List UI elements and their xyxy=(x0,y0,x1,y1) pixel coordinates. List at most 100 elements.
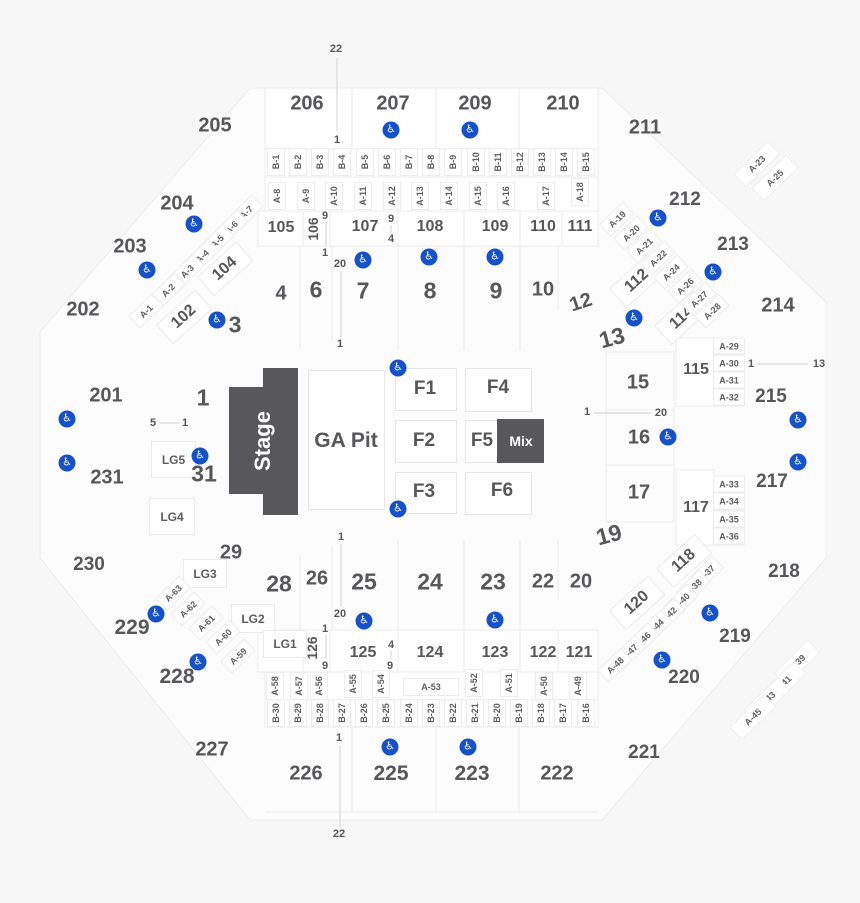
accessible-seating-icon[interactable]: ♿ xyxy=(138,261,156,279)
section-7-label[interactable]: 7 xyxy=(356,277,370,304)
section-201-label[interactable]: 201 xyxy=(89,384,123,407)
section-10-label[interactable]: 10 xyxy=(531,278,555,301)
section-211-label[interactable]: 211 xyxy=(628,116,662,139)
section-225-label[interactable]: 225 xyxy=(373,762,409,785)
ga-pit-label[interactable]: GA Pit xyxy=(314,429,378,452)
accessible-seating-icon[interactable]: ♿ xyxy=(382,121,400,139)
section-28-label[interactable]: 28 xyxy=(266,570,292,597)
section-6-label[interactable]: 6 xyxy=(309,276,323,303)
section-202-label[interactable]: 202 xyxy=(66,298,100,321)
section-117-label[interactable]: 117 xyxy=(683,499,709,516)
section-110-label[interactable]: 110 xyxy=(530,218,556,235)
accessible-seating-icon[interactable]: ♿ xyxy=(789,453,807,471)
accessible-seating-icon[interactable]: ♿ xyxy=(189,653,207,671)
lounge-lg4-label[interactable]: LG4 xyxy=(149,498,195,535)
section-227-label[interactable]: 227 xyxy=(195,738,229,761)
section-111-label[interactable]: 111 xyxy=(567,218,593,235)
accessible-seating-icon[interactable]: ♿ xyxy=(381,738,399,756)
floor-label-f6[interactable]: F6 xyxy=(490,480,514,501)
section-210-label[interactable]: 210 xyxy=(546,92,580,115)
section-24-label[interactable]: 24 xyxy=(417,568,443,595)
section-31-label[interactable]: 31 xyxy=(191,460,217,487)
accessible-seating-icon[interactable]: ♿ xyxy=(389,500,407,518)
section-209-label[interactable]: 209 xyxy=(458,92,492,115)
section-207-label[interactable]: 207 xyxy=(376,92,410,115)
section-215-label[interactable]: 215 xyxy=(755,386,787,407)
accessible-seating-icon[interactable]: ♿ xyxy=(354,251,372,269)
section-26-label[interactable]: 26 xyxy=(305,567,329,590)
accessible-seating-icon[interactable]: ♿ xyxy=(208,311,226,329)
section-3-label[interactable]: 3 xyxy=(228,311,242,338)
section-29-label[interactable]: 29 xyxy=(219,541,243,564)
accessible-seating-icon[interactable]: ♿ xyxy=(486,248,504,266)
accessible-seating-icon[interactable]: ♿ xyxy=(420,248,438,266)
section-8-label[interactable]: 8 xyxy=(423,277,437,304)
section-221-label[interactable]: 221 xyxy=(628,742,660,763)
floor-label-f3[interactable]: F3 xyxy=(412,481,436,502)
section-204-label[interactable]: 204 xyxy=(160,192,194,215)
section-108-label[interactable]: 108 xyxy=(416,218,444,235)
floor-section-ga-pit[interactable] xyxy=(308,370,385,510)
accessible-seating-icon[interactable]: ♿ xyxy=(653,651,671,669)
section-126-label[interactable]: 126 xyxy=(304,636,320,660)
section-105-label[interactable]: 105 xyxy=(267,219,295,236)
section-107-label[interactable]: 107 xyxy=(351,218,379,235)
accessible-seating-icon[interactable]: ♿ xyxy=(649,209,667,227)
section-231-label[interactable]: 231 xyxy=(90,466,124,489)
accessible-seating-icon[interactable]: ♿ xyxy=(355,612,373,630)
accessible-seating-icon[interactable]: ♿ xyxy=(185,215,203,233)
section-230-label[interactable]: 230 xyxy=(73,554,105,575)
section-125-label[interactable]: 125 xyxy=(349,644,377,661)
section-109-label[interactable]: 109 xyxy=(481,218,509,235)
floor-section-f6[interactable] xyxy=(465,472,532,515)
lounge-lg1-label[interactable]: LG1 xyxy=(263,630,307,658)
section-20-label[interactable]: 20 xyxy=(569,570,593,593)
section-123-label[interactable]: 123 xyxy=(481,644,509,661)
floor-label-f4[interactable]: F4 xyxy=(486,377,510,398)
accessible-seating-icon[interactable]: ♿ xyxy=(58,410,76,428)
section-219-label[interactable]: 219 xyxy=(719,626,751,647)
section-205-label[interactable]: 205 xyxy=(198,114,232,137)
section-23-label[interactable]: 23 xyxy=(480,568,506,595)
section-214-label[interactable]: 214 xyxy=(761,294,795,317)
accessible-seating-icon[interactable]: ♿ xyxy=(461,121,479,139)
section-106-label[interactable]: 106 xyxy=(305,217,321,241)
section-218-label[interactable]: 218 xyxy=(768,561,800,582)
accessible-seating-icon[interactable]: ♿ xyxy=(486,611,504,629)
accessible-seating-icon[interactable]: ♿ xyxy=(459,738,477,756)
lounge-lg5-label[interactable]: LG5 xyxy=(151,441,196,478)
accessible-seating-icon[interactable]: ♿ xyxy=(147,605,165,623)
section-212-label[interactable]: 212 xyxy=(669,189,701,210)
floor-label-f5[interactable]: F5 xyxy=(470,430,494,451)
section-220-label[interactable]: 220 xyxy=(668,667,700,688)
accessible-seating-icon[interactable]: ♿ xyxy=(789,411,807,429)
section-124-label[interactable]: 124 xyxy=(416,644,444,661)
section-9-label[interactable]: 9 xyxy=(489,277,503,304)
section-115-label[interactable]: 115 xyxy=(683,361,709,378)
accessible-seating-icon[interactable]: ♿ xyxy=(389,359,407,377)
section-15-label[interactable]: 15 xyxy=(626,371,650,394)
section-228-label[interactable]: 228 xyxy=(159,665,195,688)
floor-section-f1[interactable] xyxy=(395,368,457,411)
section-226-label[interactable]: 226 xyxy=(289,762,323,785)
accessible-seating-icon[interactable]: ♿ xyxy=(191,447,209,465)
section-223-label[interactable]: 223 xyxy=(454,762,490,785)
floor-section-f4[interactable] xyxy=(465,368,532,412)
accessible-seating-icon[interactable]: ♿ xyxy=(58,454,76,472)
section-25-label[interactable]: 25 xyxy=(351,568,377,595)
lounge-lg3-label[interactable]: LG3 xyxy=(183,559,227,588)
section-22-label[interactable]: 22 xyxy=(531,570,555,593)
accessible-seating-icon[interactable]: ♿ xyxy=(659,428,677,446)
section-229-label[interactable]: 229 xyxy=(114,616,150,639)
accessible-seating-icon[interactable]: ♿ xyxy=(701,604,719,622)
section-122-label[interactable]: 122 xyxy=(529,644,557,661)
section-16-label[interactable]: 16 xyxy=(627,426,651,449)
section-217-label[interactable]: 217 xyxy=(756,471,788,492)
floor-label-f1[interactable]: F1 xyxy=(413,378,437,399)
accessible-seating-icon[interactable]: ♿ xyxy=(625,309,643,327)
section-213-label[interactable]: 213 xyxy=(717,234,749,255)
section-222-label[interactable]: 222 xyxy=(540,762,574,785)
section-17-label[interactable]: 17 xyxy=(627,481,651,504)
section-121-label[interactable]: 121 xyxy=(565,644,593,661)
section-4-label[interactable]: 4 xyxy=(275,282,287,305)
